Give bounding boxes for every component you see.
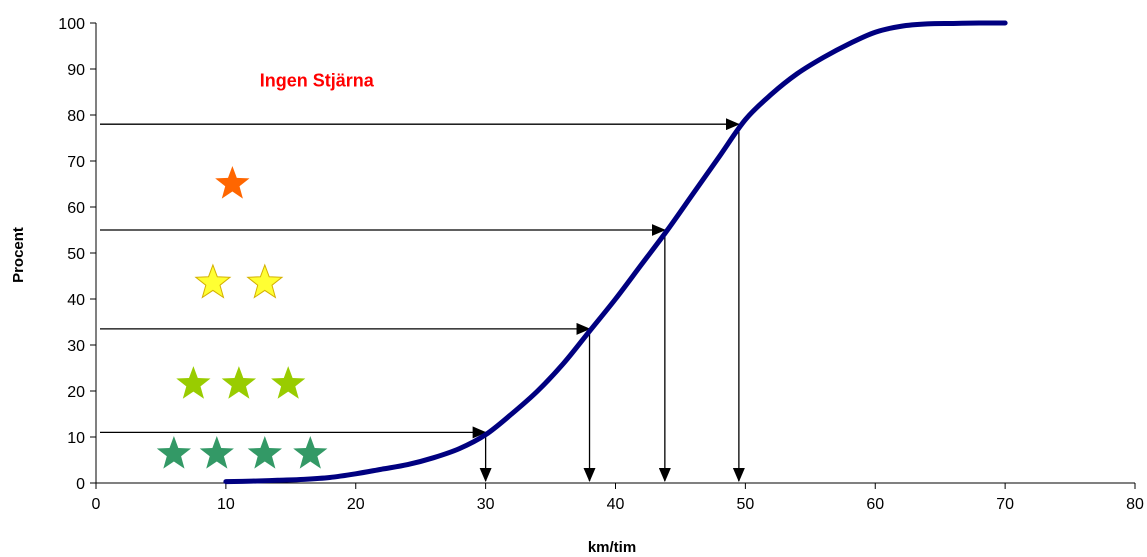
star-icon [199, 436, 234, 469]
y-tick-label: 40 [67, 292, 85, 309]
y-tick-label: 60 [67, 200, 85, 217]
annotation-ingen-stjarna: Ingen Stjärna [260, 71, 375, 91]
star-icon [247, 436, 282, 469]
series [223, 20, 1008, 485]
series-line [223, 20, 1008, 485]
x-tick-label: 10 [217, 496, 235, 513]
star-icon [156, 436, 191, 469]
star-icon [215, 166, 250, 199]
x-tick-label: 70 [996, 496, 1014, 513]
ticks: 0 10 20 30 40 50 60 70 80 90 100 0 10 20 30 40 50 60 70 80 [58, 16, 1144, 513]
x-axis-title: km/tim [588, 539, 636, 556]
y-tick-label: 30 [67, 338, 85, 355]
x-tick-label: 40 [607, 496, 625, 513]
y-tick-label: 100 [58, 16, 85, 33]
x-tick-label: 60 [866, 496, 884, 513]
x-tick-label: 50 [736, 496, 754, 513]
y-tick-label: 90 [67, 62, 85, 79]
x-tick-label: 80 [1126, 496, 1144, 513]
y-tick-label: 70 [67, 154, 85, 171]
y-axis-title: Procent [10, 227, 27, 283]
y-tick-label: 80 [67, 108, 85, 125]
axes [95, 23, 1135, 484]
x-tick-label: 20 [347, 496, 365, 513]
y-tick-label: 10 [67, 430, 85, 447]
y-tick-label: 20 [67, 384, 85, 401]
star-icon [293, 436, 328, 469]
x-tick-label: 30 [477, 496, 495, 513]
star-icon [271, 366, 306, 399]
star-icon [194, 263, 232, 299]
markers [100, 118, 745, 482]
stars [156, 166, 328, 469]
y-tick-label: 50 [67, 246, 85, 263]
star-icon [221, 366, 256, 399]
y-tick-label: 0 [76, 476, 85, 493]
x-tick-label: 0 [92, 496, 101, 513]
star-icon [246, 263, 284, 299]
star-icon [176, 366, 211, 399]
